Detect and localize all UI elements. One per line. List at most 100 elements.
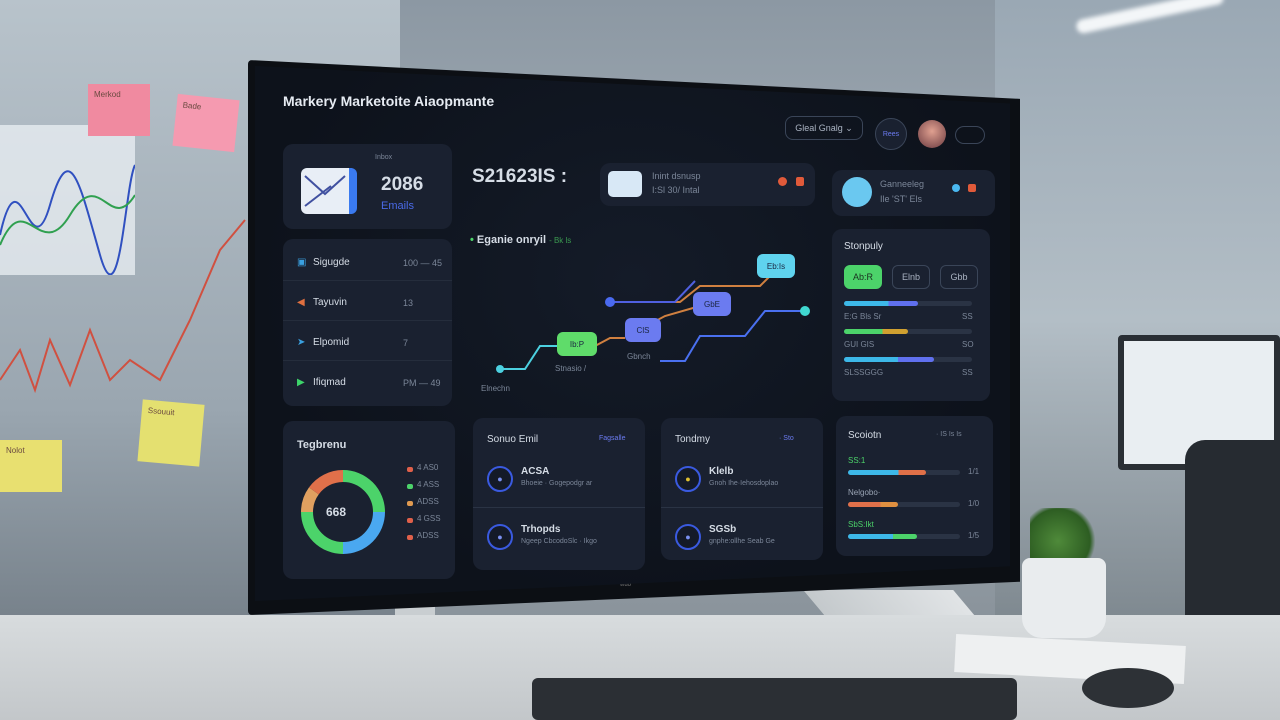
flow-node[interactable]: ClS [625,318,661,342]
channel-label: Tayuvin [313,297,347,308]
inbox-icon: ▣ [297,257,307,268]
activity-card: Tondmy · Sto ● Klelb Gnoh Ihe·Iehosdoplao… [661,418,823,560]
score-value: 1/1 [968,467,980,476]
item-title: SGSb [709,524,737,535]
legend-label: 4 AS0 [417,463,439,472]
flow-tag: - Bk ls [549,236,572,245]
mouse [1082,668,1174,708]
summary-tab[interactable]: Elnb [892,265,930,289]
flow-node-label: Eb:Is [766,261,786,271]
period-dropdown[interactable]: Gleal Gnalg ⌄ [785,116,863,140]
legend-label: ADSS [417,497,439,506]
flow-node[interactable]: Eb:Is [757,254,795,278]
status-dot: • [470,234,474,246]
notification-card[interactable]: Inint dsnusp I:Sl 30/ Intal [600,163,815,206]
avatar[interactable] [918,120,946,148]
item-subtitle: gnphe:ollhe Seab Ge [709,538,775,545]
sticky-note: Ssouuit [137,399,205,467]
legend-swatch [407,518,413,523]
item-title: Trhopds [521,524,561,535]
score-label: SS:1 [848,456,866,465]
summary-tab[interactable]: Ab:R [844,265,882,289]
flow-node[interactable]: GbE [693,292,731,316]
sticky-note: Bade [172,93,240,153]
item-icon: ● [487,466,513,492]
tab-label: Gbb [950,272,968,282]
channel-label: Elpomid [313,337,350,348]
summary-progress-bar [844,329,972,334]
channel-value: PM — 49 [403,378,441,388]
settings-toggle[interactable] [955,126,985,144]
channel-row[interactable]: ➤ Elpomid 7 [283,325,452,361]
donut-segment [342,511,385,554]
summary-progress-bar [844,357,972,362]
status-dot [778,177,787,186]
flow-node-label: GbE [703,299,720,309]
tab-label: Elnb [901,272,920,282]
score-label: SbS:Ikt [848,520,874,529]
summary-row-value: SO [962,340,974,349]
summary-tab[interactable]: Gbb [940,265,978,289]
status-dot [796,177,804,186]
list-item[interactable]: ● ACSA Bhoeie · Gogepodgr ar [473,460,645,508]
donut-segment [342,470,385,513]
legend-label: 4 ASS [417,480,440,489]
donut-card: Tegbrenu 668 4 AS0 4 ASS ADSS 4 GSS ADSS [283,421,455,579]
play-icon: ▶ [297,377,305,388]
summary-title: Stonpuly [844,241,883,252]
summary-row-label: GUI GIS [844,340,875,349]
item-icon: ● [675,524,701,550]
envelope-icon [301,168,357,214]
plant-pot [1022,558,1106,638]
flow-node [605,297,615,307]
flow-node-label: Ib:P [569,339,585,349]
channel-row[interactable]: ▶ Ifiqmad PM — 49 [283,365,452,401]
header-icon-button[interactable]: Rees [875,118,907,150]
email-stat-card: Inbox 2086 Emails [283,144,452,229]
megaphone-icon: ◀ [297,297,305,308]
item-icon: ● [675,466,701,492]
flow-node-label: ClS [636,325,650,335]
email-list-title: Sonuo Emil [487,434,539,445]
legend-swatch [407,484,413,489]
notif-title: Ganneeleg [880,179,925,189]
list-item[interactable]: ● SGSb gnphe:ollhe Seab Ge [661,518,823,566]
score-value: 1/0 [968,499,980,508]
flow-label: Stnasio / [555,364,587,373]
dashboard-screen: Markery Marketoite Aiaopmante Gleal Gnal… [255,66,1010,601]
whiteboard-chart [0,125,136,276]
summary-progress-bar [844,301,972,306]
list-item[interactable]: ● Klelb Gnoh Ihe·Iehosdoplao [661,460,823,508]
scores-title: Scoiotn [848,430,882,441]
notification-card[interactable]: Ganneeleg Ile 'ST' Els [832,170,995,216]
item-icon: ● [487,524,513,550]
email-label: Emails [381,200,415,212]
activity-tag: · Sto [779,435,794,442]
item-subtitle: Gnoh Ihe·Iehosdoplao [709,480,779,487]
flow-node[interactable]: Ib:P [557,332,597,356]
summary-row-value: SS [962,368,973,377]
flow-edge [500,345,560,370]
donut-title: Tegbrenu [297,439,347,451]
flow-label: Gbnch [627,352,651,361]
flow-edge [610,280,696,303]
donut-segment [309,470,344,495]
summary-row-value: SS [962,312,973,321]
legend-swatch [407,467,413,472]
channel-list: ▣ Sigugde 100 — 45 ◀ Tayuvin 13 ➤ Elpomi… [283,239,452,406]
tab-label: Ab:R [852,272,873,282]
sticky-note: Nolot [0,440,62,492]
channel-row[interactable]: ◀ Tayuvin 13 [283,285,452,321]
chevron-down-icon: ⌄ [845,122,853,133]
channel-value: 13 [403,298,414,308]
channel-row[interactable]: ▣ Sigugde 100 — 45 [283,245,452,281]
dropdown-label: Gleal Gnalg [795,123,843,133]
item-title: ACSA [521,466,550,477]
email-list-tag: Fagsalle [599,435,626,442]
channel-value: 7 [403,338,409,348]
page-title: Markery Marketoite Aiaopmante [283,93,495,109]
donut-segment [301,511,344,554]
legend-swatch [407,535,413,540]
glass-line-chart [0,219,246,394]
list-item[interactable]: ● Trhopds Ngeep CbcodoSlc · Ikgo [473,518,645,566]
